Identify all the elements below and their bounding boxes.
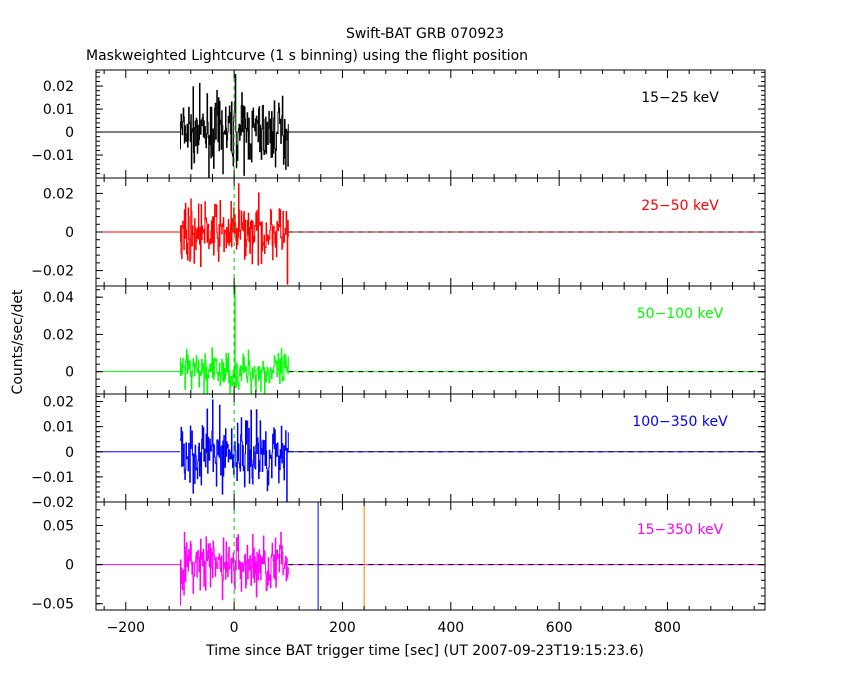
panels-group: −0.01 0 0.01 0.02 15−25 keV −0.02 0 0.02 25−50 k… [31, 69, 766, 613]
y-tick-label: 0.01 [43, 102, 74, 118]
y-tick-label: −0.02 [31, 264, 74, 280]
chart-title: Swift-BAT GRB 070923 [346, 26, 504, 42]
band-label: 15−350 keV [637, 522, 724, 538]
x-tick-label: −200 [107, 620, 145, 636]
y-tick-label: 0 [65, 125, 74, 141]
x-tick-label: 400 [437, 620, 464, 636]
x-tick-label: 0 [230, 620, 239, 636]
y-tick-label: −0.01 [31, 470, 74, 486]
x-axis-label: Time since BAT trigger time [sec] (UT 20… [205, 643, 644, 659]
y-axis-label: Counts/sec/det [10, 289, 26, 394]
y-tick-label: −0.05 [31, 597, 74, 613]
y-tick-label: 0 [65, 558, 74, 574]
x-tick-label: 800 [654, 620, 681, 636]
y-tick-label: 0 [65, 445, 74, 461]
panel-frame [95, 285, 766, 395]
x-tick-label: 200 [329, 620, 356, 636]
y-tick-label: −0.02 [31, 495, 74, 511]
lightcurve-trace [180, 183, 289, 285]
lightcurve-trace [180, 399, 289, 503]
y-tick-label: 0 [65, 225, 74, 241]
y-tick-label: 0.02 [43, 79, 74, 95]
panel-4: −0.05 0 0.05 15−350 keV [31, 501, 766, 613]
band-label: 100−350 keV [632, 414, 728, 430]
panel-frame [95, 501, 766, 611]
y-tick-label: 0.02 [43, 395, 74, 411]
x-tick-label: 600 [546, 620, 573, 636]
y-tick-label: 0.02 [43, 327, 74, 343]
band-label: 50−100 keV [637, 306, 724, 322]
y-tick-label: −0.01 [31, 148, 74, 164]
y-tick-label: 0.04 [43, 290, 74, 306]
chart-subtitle: Maskweighted Lightcurve (1 s binning) us… [86, 48, 528, 64]
panel-1: −0.02 0 0.02 25−50 keV [31, 177, 766, 287]
y-tick-label: 0.01 [43, 420, 74, 436]
panel-2: 0 0.02 0.04 50−100 keV [43, 285, 766, 395]
y-tick-label: 0 [65, 365, 74, 381]
y-tick-label: 0.02 [43, 186, 74, 202]
panel-3: −0.02 −0.01 0 0.01 0.02 100−350 keV [31, 393, 766, 511]
band-label: 25−50 keV [641, 198, 719, 214]
x-tick-labels: −200 0 200 400 600 800 [107, 620, 681, 636]
band-label: 15−25 keV [641, 90, 719, 106]
panel-0: −0.01 0 0.01 0.02 15−25 keV [31, 69, 766, 179]
panel-frame [95, 393, 766, 503]
y-tick-label: 0.05 [43, 518, 74, 534]
